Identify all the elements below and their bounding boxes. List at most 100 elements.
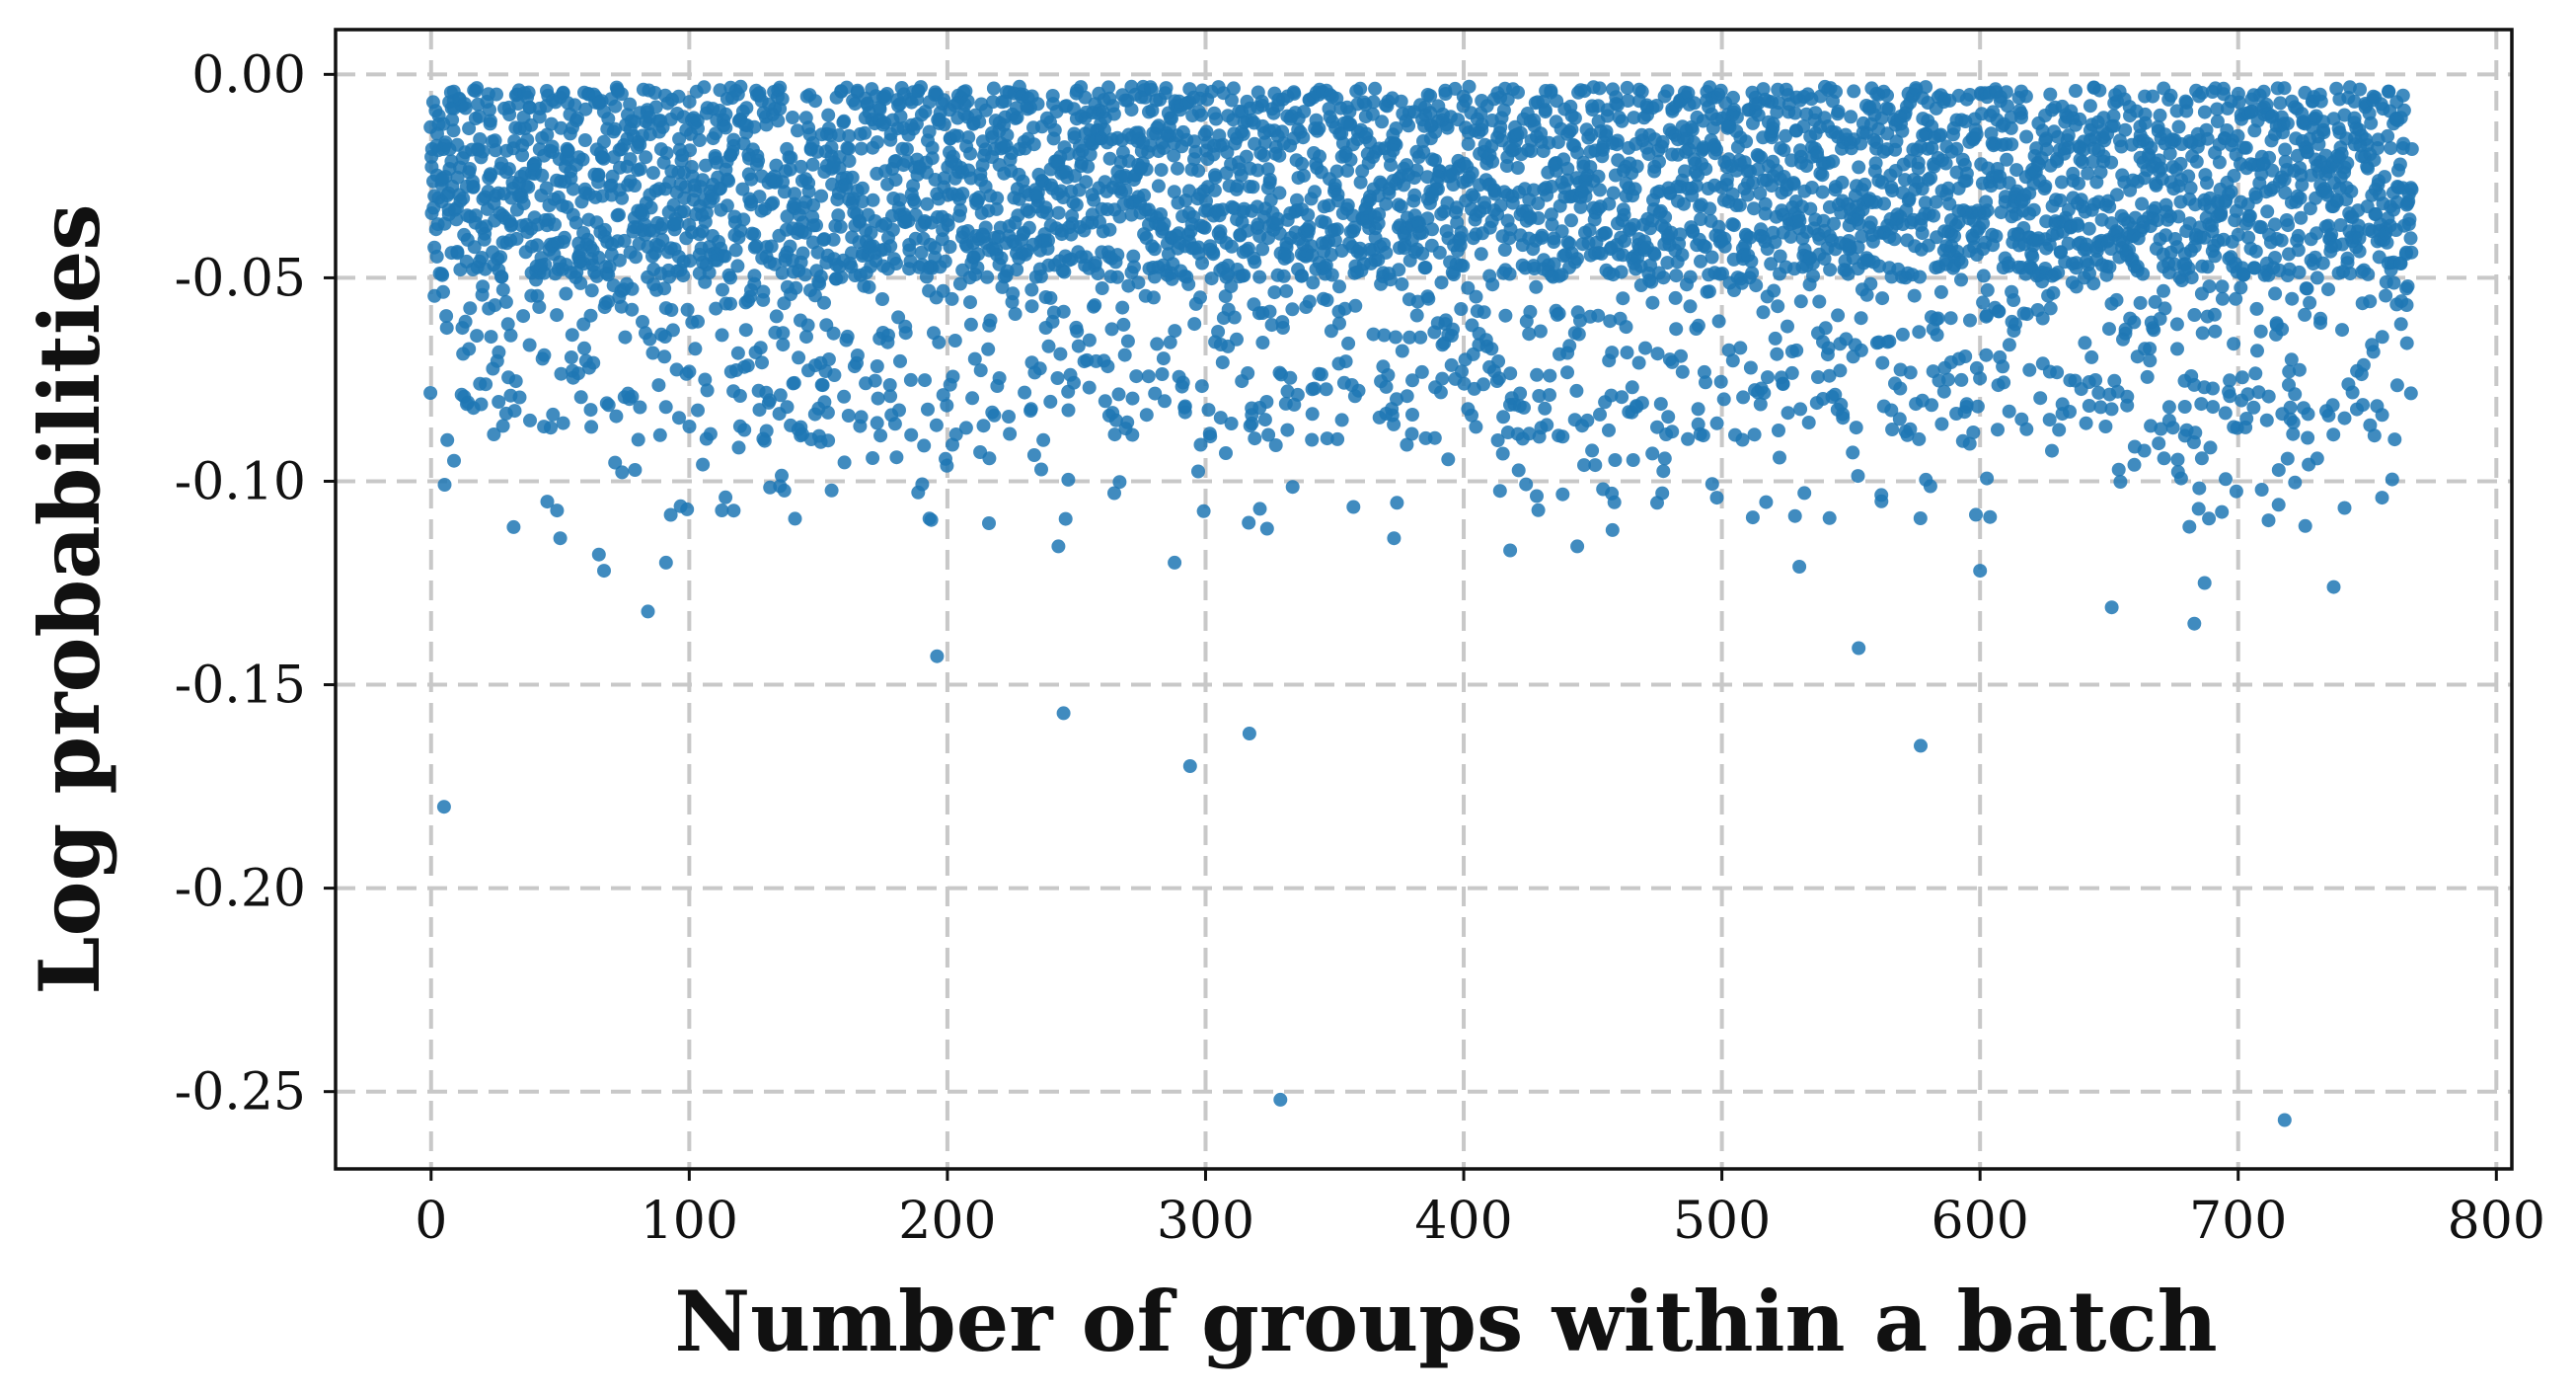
data-point <box>1554 224 1569 239</box>
data-point <box>827 368 842 382</box>
data-point <box>1250 163 1265 178</box>
data-point <box>2356 398 2370 413</box>
data-point <box>1338 354 1353 369</box>
data-point <box>1844 110 1858 124</box>
data-point <box>771 114 786 128</box>
data-point <box>821 433 836 448</box>
data-point <box>2082 399 2096 413</box>
data-point <box>1155 367 1170 381</box>
data-point <box>1703 201 1717 216</box>
data-point <box>723 271 737 285</box>
data-point <box>789 280 803 295</box>
data-point <box>986 81 1001 96</box>
data-point <box>1308 185 1322 199</box>
data-point <box>1433 385 1448 400</box>
data-point <box>1247 251 1261 266</box>
data-point <box>2310 271 2324 285</box>
data-point <box>516 196 531 211</box>
data-point <box>2154 161 2168 176</box>
data-point <box>817 395 832 410</box>
data-point <box>1923 479 1937 494</box>
data-point <box>2158 301 2172 316</box>
data-point <box>1804 181 1819 194</box>
data-point <box>1599 226 1613 241</box>
data-point <box>1297 168 1311 183</box>
data-point <box>1102 151 1117 166</box>
data-point <box>1428 124 1443 139</box>
data-point <box>615 191 630 205</box>
data-point <box>1627 111 1641 125</box>
data-point <box>1818 321 1833 336</box>
data-point <box>1187 317 1202 332</box>
data-point <box>2170 342 2184 356</box>
data-point <box>1146 290 1161 305</box>
data-point <box>2063 405 2077 419</box>
data-point <box>921 402 935 417</box>
data-point <box>508 374 523 389</box>
data-point <box>1197 220 1212 235</box>
data-point <box>1407 188 1422 202</box>
data-point <box>2169 317 2184 332</box>
data-point <box>612 253 627 268</box>
data-point <box>1815 168 1830 183</box>
data-point <box>1095 281 1109 295</box>
data-point <box>738 323 753 338</box>
data-point <box>1058 511 1073 526</box>
data-point <box>1973 371 1988 386</box>
data-point <box>2396 103 2411 117</box>
data-point <box>1673 227 1688 242</box>
data-point <box>1248 431 1262 446</box>
data-point <box>1585 443 1600 458</box>
data-point <box>1835 175 1850 190</box>
data-point <box>1139 408 1154 423</box>
data-point <box>657 281 672 296</box>
data-point <box>730 346 745 360</box>
data-point <box>2268 251 2282 265</box>
data-point <box>1768 331 1782 346</box>
data-point <box>2274 233 2289 248</box>
data-point <box>2208 324 2223 339</box>
data-point <box>1776 376 1790 391</box>
data-point <box>1538 401 1553 416</box>
data-point <box>2154 422 2168 436</box>
data-point <box>641 604 655 619</box>
data-point <box>1397 178 1411 193</box>
data-point <box>1002 410 1016 424</box>
data-point <box>936 283 950 298</box>
data-point <box>530 238 545 253</box>
data-point <box>2273 96 2288 111</box>
data-point <box>1440 120 1455 135</box>
data-point <box>2215 279 2230 294</box>
data-point <box>2282 364 2297 379</box>
data-point <box>980 270 995 284</box>
data-point <box>2104 402 2119 417</box>
data-point <box>1699 162 1713 177</box>
data-point <box>2004 120 2018 135</box>
data-point <box>1854 311 1868 326</box>
data-point <box>1830 107 1845 121</box>
data-point <box>945 291 959 306</box>
data-point <box>623 97 638 112</box>
data-point <box>1994 205 2008 220</box>
data-point <box>2113 475 2128 489</box>
data-point <box>2248 244 2263 259</box>
data-point <box>892 403 906 418</box>
data-point <box>2187 308 2202 322</box>
data-point <box>855 181 870 195</box>
data-point <box>1252 502 1267 516</box>
data-point <box>1055 264 1070 278</box>
data-point <box>1962 88 1977 102</box>
data-point <box>625 389 640 404</box>
data-point <box>981 342 996 356</box>
data-point <box>2326 580 2341 594</box>
data-point <box>665 323 680 338</box>
data-point <box>1634 84 1649 99</box>
data-point <box>806 197 821 212</box>
data-point <box>2335 323 2349 338</box>
data-point <box>1669 322 1684 337</box>
data-point <box>1435 371 1450 386</box>
data-point <box>1324 248 1338 262</box>
data-point <box>2140 369 2155 384</box>
data-point <box>2219 472 2233 487</box>
data-point <box>1697 364 1711 379</box>
